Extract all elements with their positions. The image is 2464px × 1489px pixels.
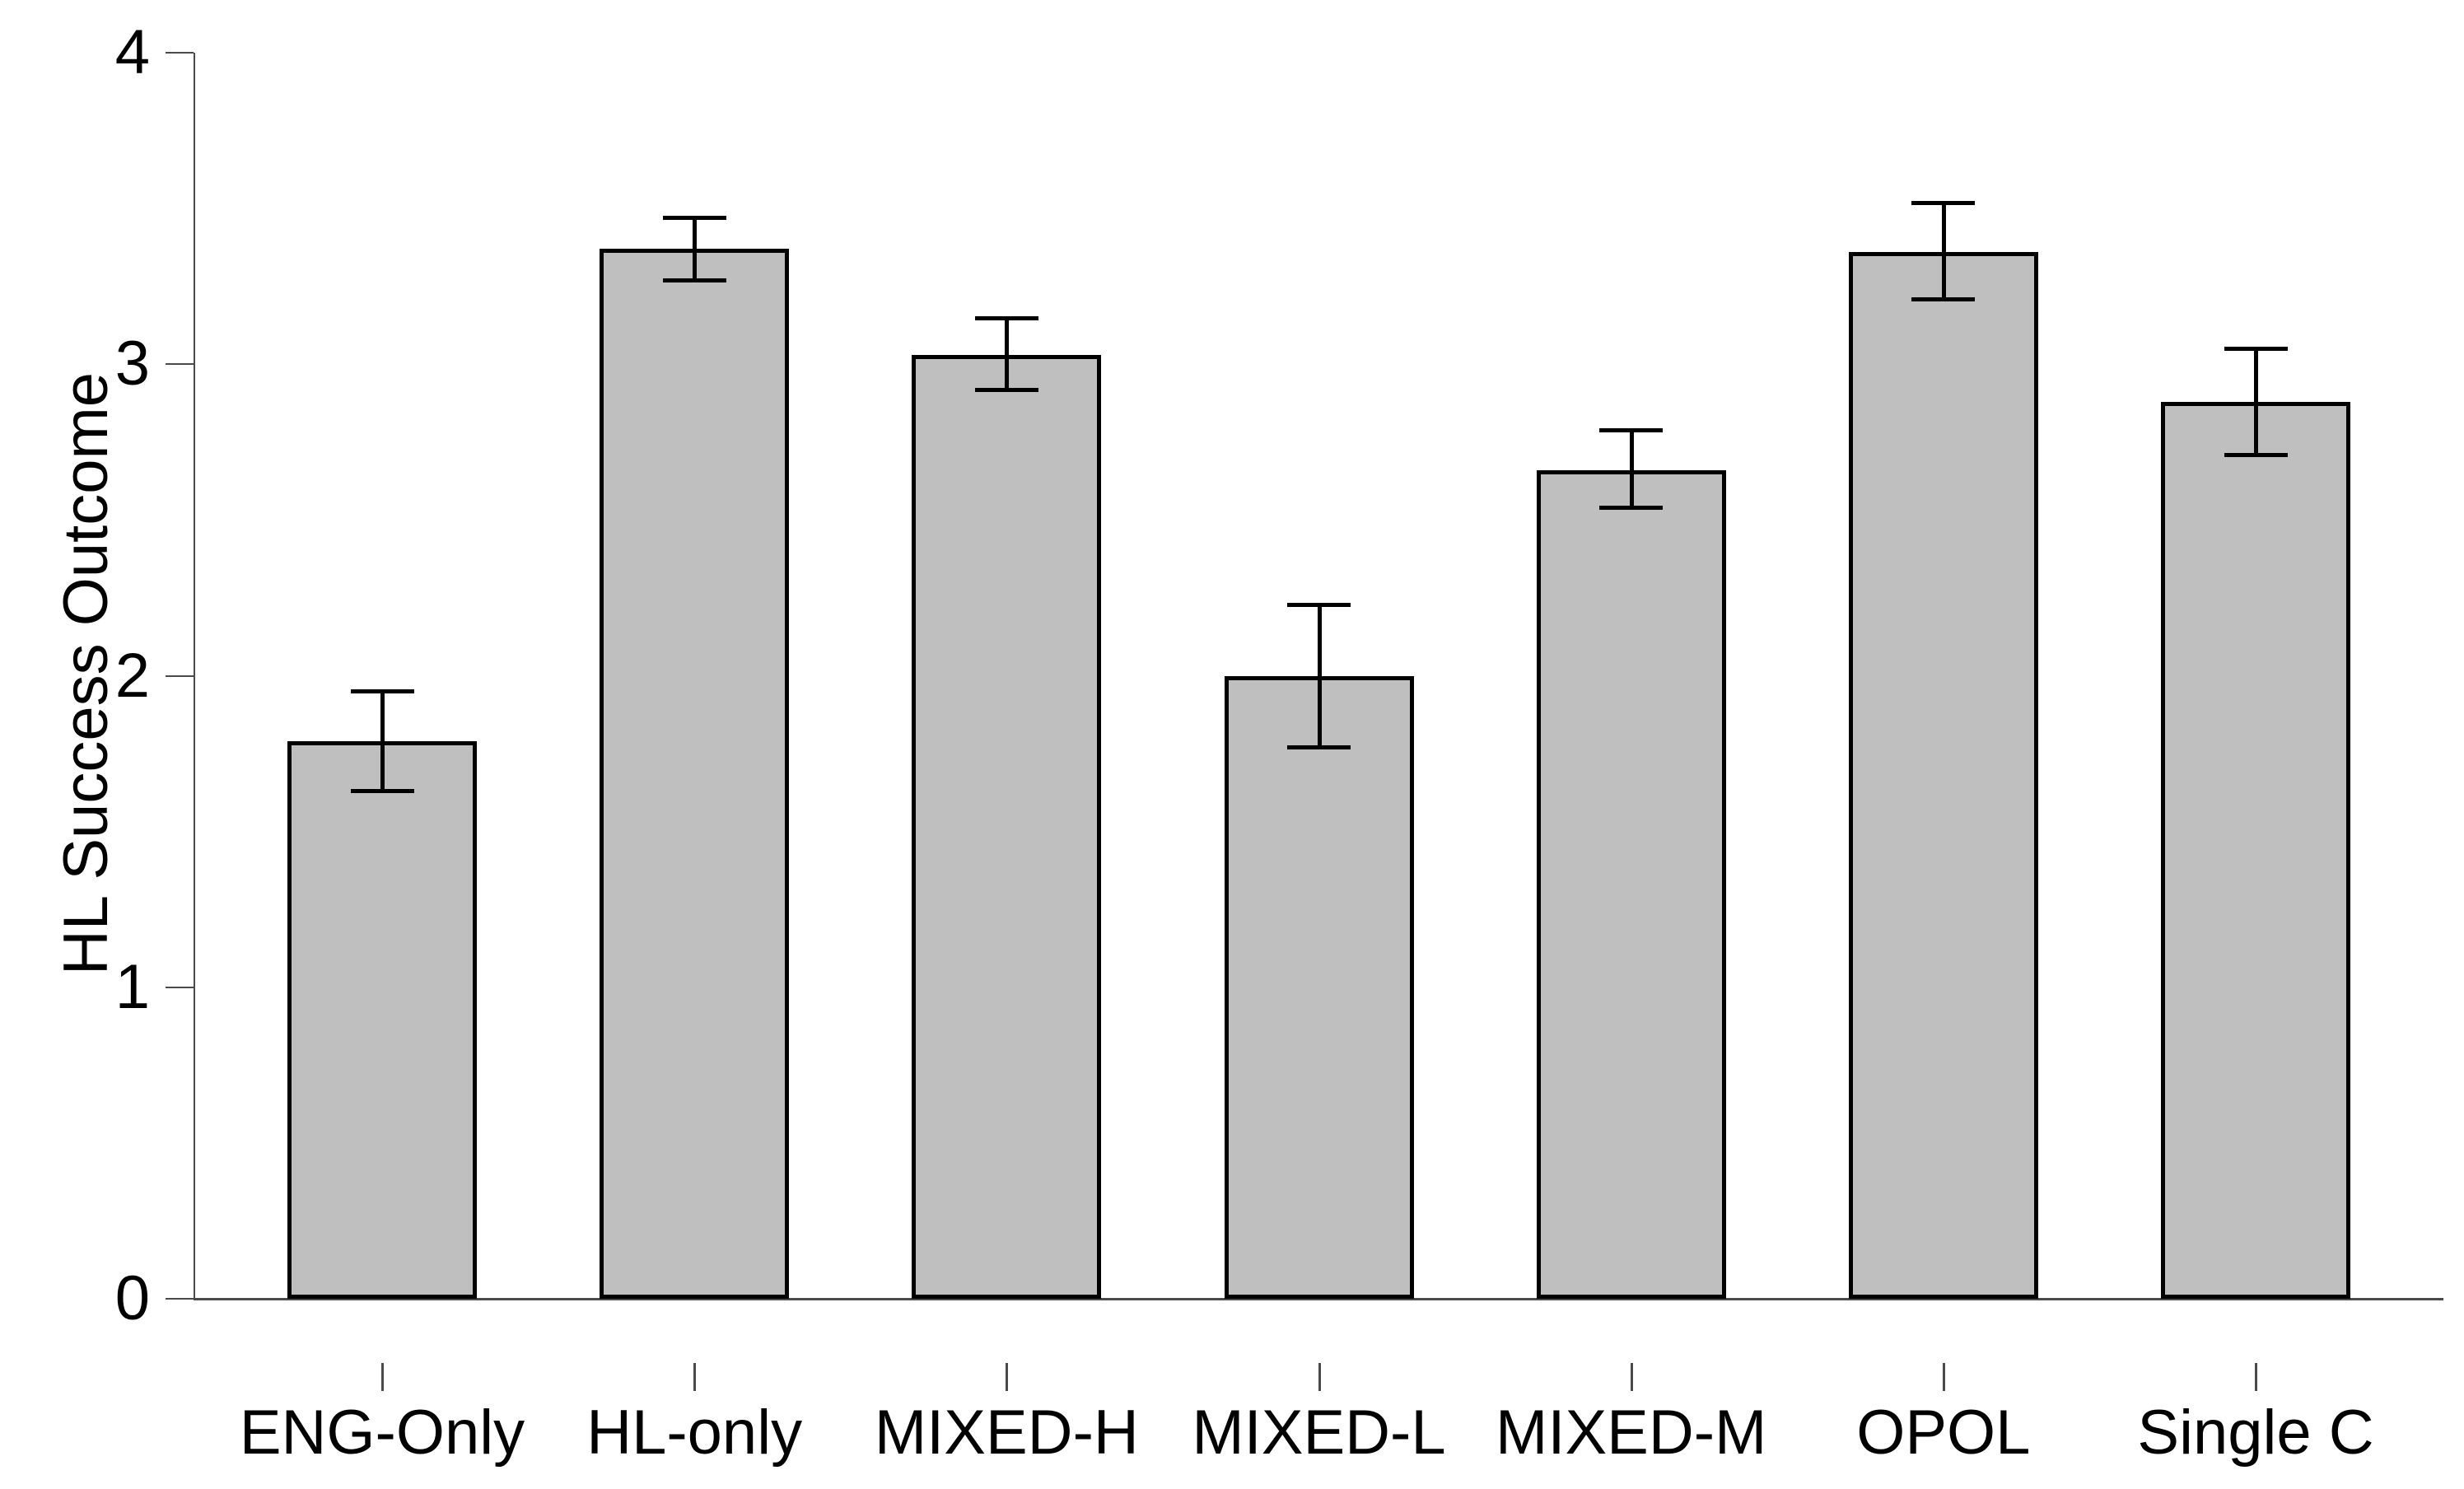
x-tick bbox=[693, 1363, 697, 1391]
error-bar-cap-top bbox=[1287, 602, 1351, 607]
error-bar-line bbox=[1317, 604, 1322, 748]
error-bar-cap-bottom bbox=[1599, 506, 1664, 511]
error-bar-line bbox=[2254, 348, 2259, 455]
y-tick bbox=[166, 986, 194, 988]
bar bbox=[287, 740, 477, 1299]
error-bar-cap-bottom bbox=[1911, 296, 1976, 301]
error-bar-cap-top bbox=[662, 216, 726, 221]
y-tick bbox=[166, 1298, 194, 1300]
y-tick bbox=[166, 674, 194, 677]
x-tick bbox=[1942, 1363, 1945, 1391]
x-axis-line bbox=[194, 1298, 2443, 1300]
error-bar-cap-bottom bbox=[1287, 745, 1351, 750]
y-tick-label: 1 bbox=[114, 951, 150, 1022]
x-tick-label: MIXED-L bbox=[1192, 1398, 1446, 1468]
error-bar-cap-bottom bbox=[974, 387, 1038, 392]
error-bar-line bbox=[693, 217, 698, 281]
y-tick-label: 0 bbox=[114, 1263, 150, 1333]
error-bar-line bbox=[380, 691, 385, 791]
x-tick-label: MIXED-H bbox=[874, 1398, 1139, 1468]
x-tick bbox=[1006, 1363, 1009, 1391]
error-bar-cap-bottom bbox=[2224, 452, 2288, 457]
y-tick bbox=[166, 363, 194, 366]
bar bbox=[2161, 401, 2351, 1299]
x-tick-label: Single C bbox=[2137, 1398, 2374, 1468]
x-tick-label: OPOL bbox=[1856, 1398, 2031, 1468]
bar bbox=[912, 354, 1102, 1299]
bar bbox=[1536, 469, 1726, 1299]
x-tick bbox=[381, 1363, 384, 1391]
x-tick bbox=[2255, 1363, 2258, 1391]
y-axis-line bbox=[194, 53, 195, 1300]
error-bar-line bbox=[1005, 317, 1010, 390]
y-tick bbox=[166, 52, 194, 54]
bar bbox=[1224, 675, 1414, 1299]
y-tick-label: 2 bbox=[114, 640, 150, 711]
error-bar-cap-bottom bbox=[350, 789, 414, 794]
error-bar-cap-top bbox=[1599, 427, 1664, 432]
y-tick-label: 4 bbox=[114, 17, 150, 87]
x-tick-label: HL-only bbox=[586, 1398, 803, 1468]
error-bar-cap-top bbox=[2224, 347, 2288, 352]
x-tick bbox=[1318, 1363, 1321, 1391]
x-tick-label: ENG-Only bbox=[239, 1398, 525, 1468]
y-tick-label: 3 bbox=[114, 329, 150, 399]
error-bar-line bbox=[1941, 202, 1946, 299]
error-bar-cap-top bbox=[350, 689, 414, 694]
bar bbox=[600, 249, 790, 1299]
x-tick bbox=[1630, 1363, 1633, 1391]
error-bar-cap-top bbox=[974, 315, 1038, 320]
error-bar-cap-top bbox=[1911, 200, 1976, 205]
bar bbox=[1848, 252, 2038, 1299]
x-tick-label: MIXED-M bbox=[1496, 1398, 1767, 1468]
error-bar-cap-bottom bbox=[662, 278, 726, 283]
error-bar-line bbox=[1629, 429, 1634, 508]
